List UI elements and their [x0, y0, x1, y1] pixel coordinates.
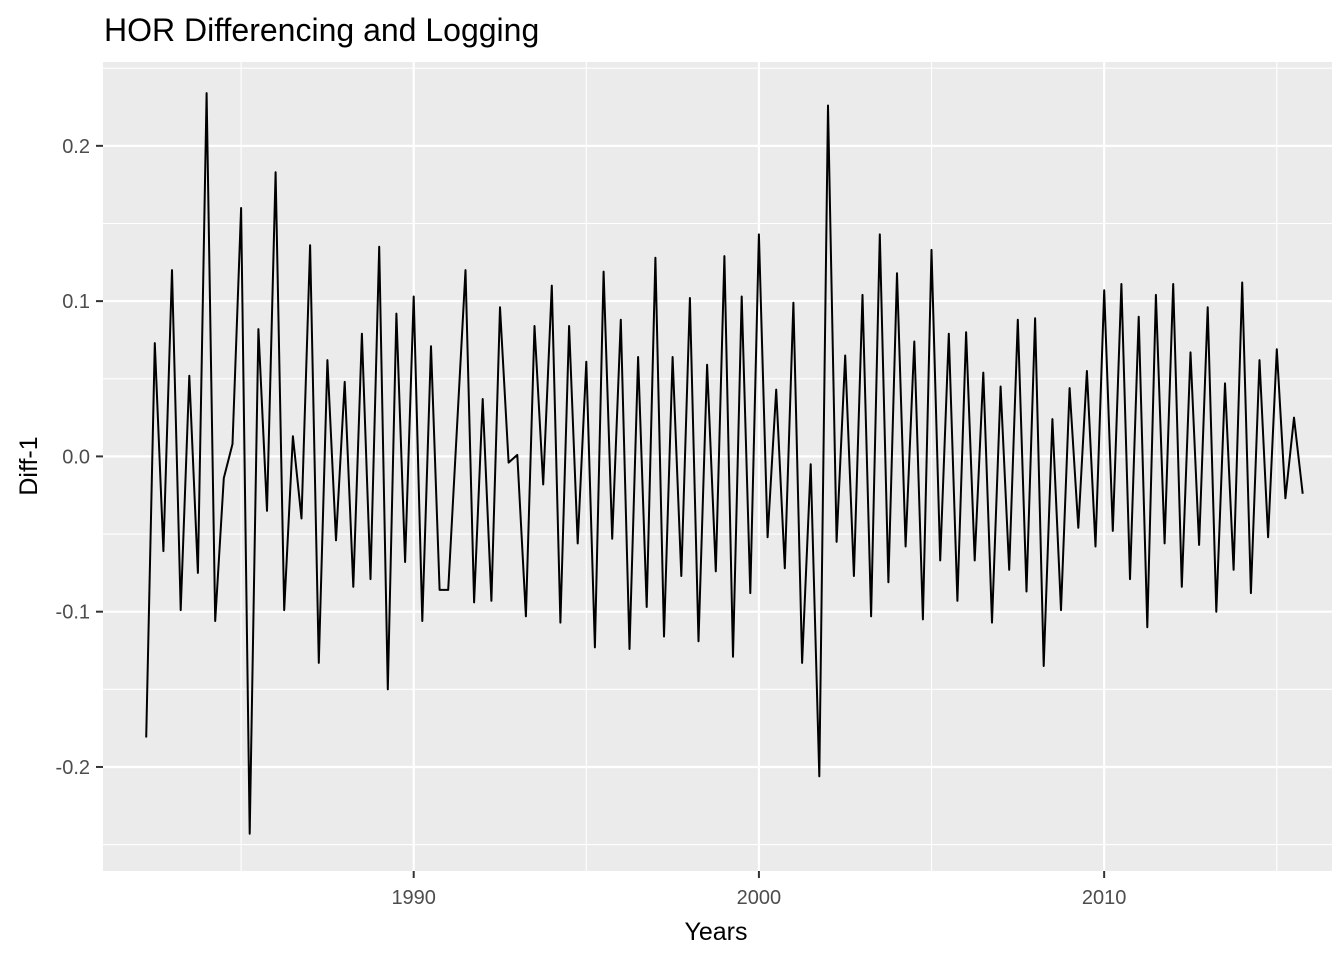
x-axis-title: Years — [684, 918, 747, 946]
x-tick-label: 2010 — [1082, 887, 1127, 909]
y-tick-label: 0.2 — [62, 136, 90, 158]
y-axis-title: Diff-1 — [15, 436, 43, 495]
y-tick-label: -0.1 — [56, 602, 90, 624]
y-tick-label: -0.2 — [56, 757, 90, 779]
series-line — [145, 92, 1304, 835]
plot-panel — [103, 62, 1332, 871]
x-tick-label: 1990 — [391, 887, 436, 909]
chart-title: HOR Differencing and Logging — [104, 12, 539, 48]
x-tick-label: 2000 — [737, 887, 782, 909]
x-axis: 1990 2000 2010 — [391, 871, 1126, 909]
y-tick-label: 0.0 — [62, 446, 90, 468]
y-axis: -0.2 -0.1 0.0 0.1 0.2 — [56, 136, 103, 779]
y-tick-label: 0.1 — [62, 291, 90, 313]
series-layer — [145, 92, 1304, 835]
